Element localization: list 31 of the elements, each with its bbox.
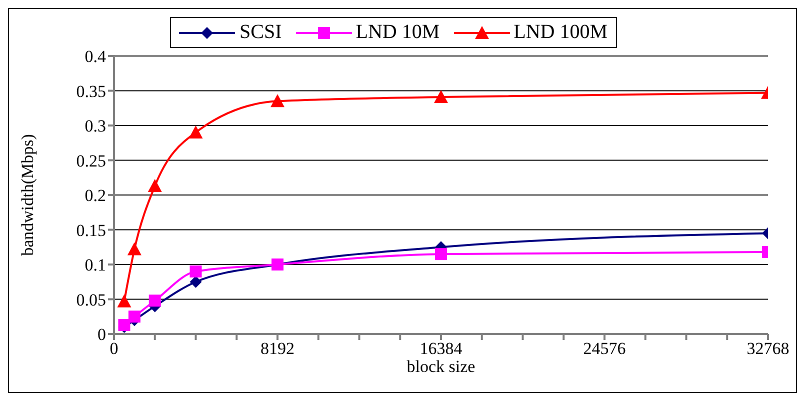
x-tick-label: 0 [110,339,118,358]
point [270,94,284,108]
legend-label: SCSI [238,21,282,44]
y-tick-label: 0.3 [84,116,106,136]
x-axis-title: block size [406,357,476,376]
x-tick-label: 8192 [260,339,294,358]
x-tick-label: 24576 [583,339,626,358]
point [190,276,202,288]
point [190,265,202,278]
point [118,318,130,331]
y-tick-label: 0.05 [76,290,106,310]
point [188,125,203,138]
legend-label: LND 100M [512,21,608,44]
y-tick-label: 0 [98,325,106,344]
point [434,90,448,104]
point [148,294,161,307]
x-tick-label: 16384 [420,339,463,358]
y-tick-label: 0.2 [84,186,106,206]
x-tick-label: 32768 [746,339,790,358]
y-tick-label: 0.25 [76,151,106,170]
legend-label: LND 10M [354,21,440,44]
point [117,294,132,308]
y-tick-label: 0.35 [76,82,106,101]
y-tick-label: 0.1 [84,256,106,275]
point [127,242,142,256]
y-axis-title: bandwidth(Mbps) [18,134,38,256]
point [128,310,140,323]
y-tick-label: 0.15 [76,220,106,240]
point [148,178,162,192]
point [435,248,447,260]
y-tick-label: 0.4 [84,47,106,66]
